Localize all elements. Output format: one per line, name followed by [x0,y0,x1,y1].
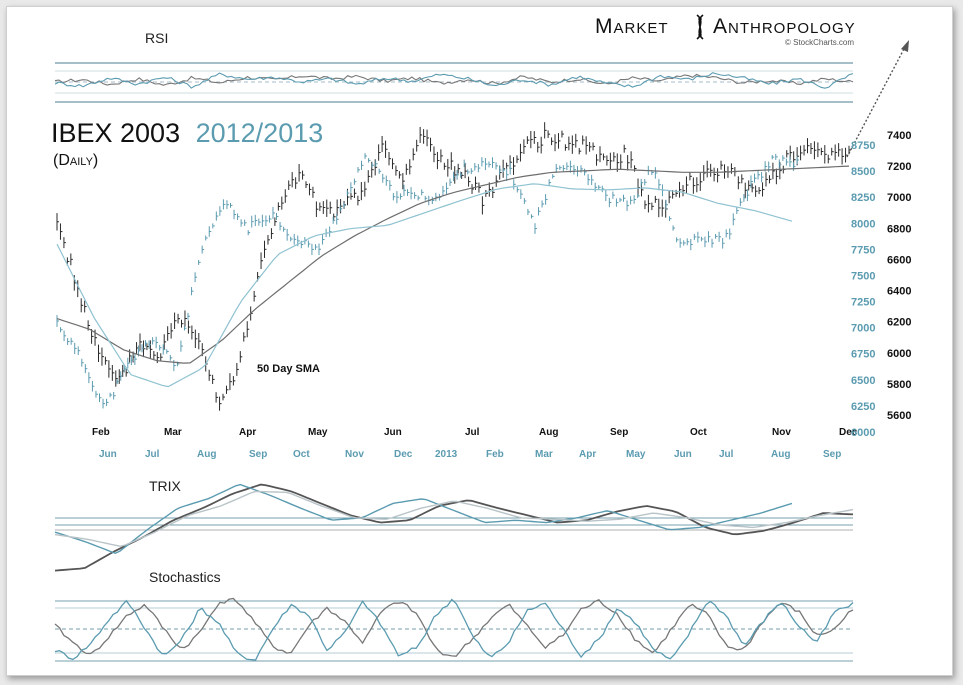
y-tick-label-right: 6400 [887,286,911,298]
x-tick-label-bottom: Jun [674,449,692,460]
y-tick-label-left: 8250 [851,192,875,204]
dotted-arrow-icon [846,40,909,158]
x-tick-label-top: Aug [539,427,558,438]
y-tick-label-left: 7250 [851,297,875,309]
x-tick-label-bottom: Feb [486,449,504,460]
stochastics-label: Stochastics [149,569,221,585]
chart-canvas: RSI Market Anthropology © StockCharts.co… [51,14,911,662]
y-tick-label-left: 6500 [851,375,875,387]
dna-helix-icon [696,14,704,40]
x-tick-label-top: Apr [239,427,256,438]
x-tick-label-bottom: 2013 [435,449,458,460]
sma-line-2012-2013 [56,183,793,388]
x-tick-label-top: Oct [690,427,707,438]
chart-title: IBEX 2003 2012/2013 [51,118,323,148]
trix-series-line [54,483,793,555]
x-tick-label-bottom: Aug [197,449,216,460]
stochastics-series-line [54,598,854,661]
rsi-panel [54,62,854,103]
rsi-label: RSI [145,30,168,46]
rsi-series-line [54,73,854,86]
x-tick-label-top: Feb [92,427,110,438]
credit-text: © StockCharts.com [785,38,854,47]
y-tick-label-left: 6000 [851,427,875,439]
x-tick-label-bottom: Dec [394,449,413,460]
y-tick-label-right: 6200 [887,317,911,329]
chart-title-part1: IBEX 2003 [51,118,180,148]
y-tick-label-left: 7750 [851,244,875,256]
x-tick-label-bottom: May [626,449,646,460]
y-tick-label-left: 6750 [851,349,875,361]
chart-title-part2: 2012/2013 [196,118,324,148]
x-tick-label-top: Jul [465,427,480,438]
brand-logo: Market Anthropology © StockCharts.com [595,14,856,47]
y-tick-label-right: 6000 [887,348,911,360]
y-tick-label-right: 7400 [887,130,911,142]
y-tick-label-right: 7000 [887,192,911,204]
trix-panel [54,483,854,572]
y-tick-label-left: 7000 [851,323,875,335]
stochastics-panel [54,597,854,662]
y-tick-label-left: 7500 [851,270,875,282]
x-tick-label-bottom: Oct [293,449,310,460]
chart-frame: RSI Market Anthropology © StockCharts.co… [6,6,953,676]
y-tick-label-right: 6800 [887,223,911,235]
x-tick-label-bottom: Apr [579,449,596,460]
x-tick-label-bottom: Sep [249,449,267,460]
sma-line-2003 [56,165,850,364]
x-tick-label-top: Sep [610,427,628,438]
trix-series-line [54,490,854,548]
x-tick-label-top: May [308,427,328,438]
stochastics-series-line [54,597,854,657]
x-tick-label-bottom: Jul [145,449,160,460]
y-tick-label-right: 5800 [887,379,911,391]
y-tick-label-left: 8000 [851,218,875,230]
x-tick-label-bottom: Jun [99,449,117,460]
y-tick-label-right: 7200 [887,161,911,173]
x-tick-label-top: Dec [839,427,858,438]
x-tick-label-bottom: Jul [719,449,734,460]
x-tick-label-top: Nov [772,427,791,438]
x-tick-label-bottom: Nov [345,449,364,460]
price-panel: Feb Mar Apr May Jun Jul Aug Sep Oct Nov Dec Jun Jul A… [56,122,911,460]
brand-name-anthropology: Anthropology [713,15,856,38]
x-tick-label-top: Mar [164,427,182,438]
y-tick-label-right: 6600 [887,254,911,266]
trix-series-line [54,483,854,572]
x-tick-label-bottom: Mar [535,449,553,460]
x-tick-label-top: Jun [384,427,402,438]
sma-label: 50 Day SMA [257,363,320,375]
trix-label: TRIX [149,478,182,494]
y-tick-label-left: 8500 [851,166,875,178]
x-tick-label-bottom: Aug [771,449,790,460]
y-tick-label-right: 5600 [887,410,911,422]
chart-subtitle: (Daily) [53,152,98,169]
y-tick-label-left: 8750 [851,140,875,152]
brand-name-market: Market [595,15,669,38]
y-tick-label-left: 6250 [851,401,875,413]
x-tick-label-bottom: Sep [823,449,841,460]
rsi-series-line [54,72,854,89]
